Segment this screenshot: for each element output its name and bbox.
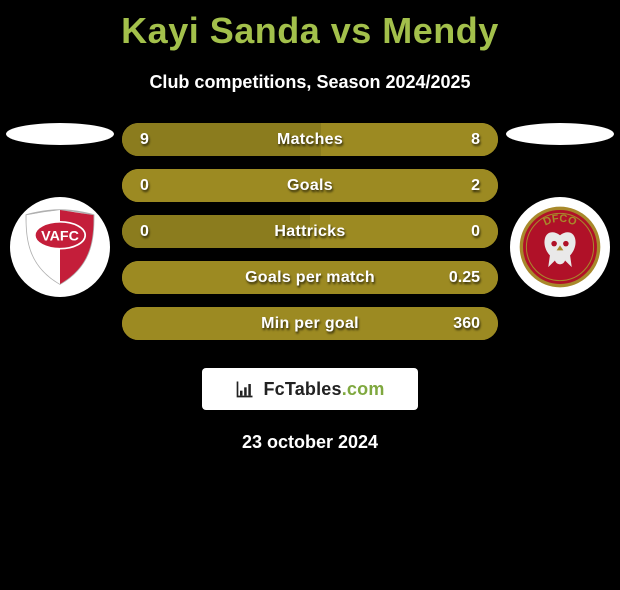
vafc-abbr: VAFC (41, 228, 79, 244)
stat-bar: Min per goal 360 (122, 307, 498, 340)
right-logo-column: DFCO (506, 123, 614, 297)
comparison-row: VAFC 9 Matches 8 0 Goals 2 0 Hattricks 0 Goals pe… (0, 123, 620, 340)
stat-right-value: 360 (453, 315, 480, 333)
stat-bar: 9 Matches 8 (122, 123, 498, 156)
stat-left-value: 0 (140, 177, 149, 195)
chart-icon (235, 379, 255, 399)
stat-label: Min per goal (261, 315, 359, 333)
stat-label: Goals per match (245, 269, 375, 287)
stat-right-value: 8 (471, 131, 480, 149)
page-title: Kayi Sanda vs Mendy (0, 10, 620, 52)
right-team-logo: DFCO (510, 197, 610, 297)
stats-bars: 9 Matches 8 0 Goals 2 0 Hattricks 0 Goals per mat… (122, 123, 498, 340)
branding-suffix: .com (342, 379, 385, 399)
stat-label: Goals (287, 177, 333, 195)
stat-right-value: 2 (471, 177, 480, 195)
left-stand-shape (6, 123, 114, 145)
branding-badge: FcTables.com (202, 368, 418, 410)
branding-text: FcTables.com (263, 379, 384, 400)
stat-right-value: 0.25 (449, 269, 480, 287)
stat-left-value: 0 (140, 223, 149, 241)
stat-label: Matches (277, 131, 343, 149)
vafc-crest-icon: VAFC (18, 205, 102, 289)
subtitle: Club competitions, Season 2024/2025 (0, 72, 620, 93)
dfco-crest-icon: DFCO (518, 205, 602, 289)
stat-label: Hattricks (274, 223, 345, 241)
branding-name: FcTables (263, 379, 341, 399)
stat-bar: 0 Hattricks 0 (122, 215, 498, 248)
stat-bar: Goals per match 0.25 (122, 261, 498, 294)
footer-date: 23 october 2024 (0, 432, 620, 453)
left-logo-column: VAFC (6, 123, 114, 297)
stat-right-value: 0 (471, 223, 480, 241)
stat-bar: 0 Goals 2 (122, 169, 498, 202)
stat-left-value: 9 (140, 131, 149, 149)
right-stand-shape (506, 123, 614, 145)
left-team-logo: VAFC (10, 197, 110, 297)
